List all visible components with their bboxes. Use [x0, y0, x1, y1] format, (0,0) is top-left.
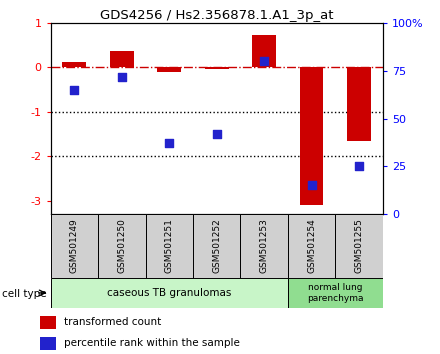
Point [71, 87, 78, 93]
Bar [288, 278, 383, 308]
Text: GSM501253: GSM501253 [260, 218, 269, 274]
Point [260, 58, 268, 64]
Bar [62, 62, 86, 68]
Text: GSM501254: GSM501254 [307, 219, 316, 273]
Text: cell type: cell type [2, 290, 47, 299]
Point [213, 131, 220, 137]
Bar [40, 316, 55, 329]
Text: caseous TB granulomas: caseous TB granulomas [107, 288, 231, 298]
Bar [288, 214, 335, 278]
Bar [110, 51, 134, 68]
Bar [51, 214, 98, 278]
Text: transformed count: transformed count [64, 317, 161, 327]
Title: GDS4256 / Hs2.356878.1.A1_3p_at: GDS4256 / Hs2.356878.1.A1_3p_at [100, 9, 334, 22]
Text: GSM501251: GSM501251 [165, 218, 174, 274]
Text: normal lung
parenchyma: normal lung parenchyma [307, 283, 363, 303]
Bar [193, 214, 240, 278]
Bar [252, 35, 276, 68]
Point [356, 164, 363, 169]
Text: percentile rank within the sample: percentile rank within the sample [64, 338, 239, 348]
Bar [158, 68, 181, 72]
Bar [205, 68, 228, 69]
Bar [146, 214, 193, 278]
Bar [240, 214, 288, 278]
Bar [300, 68, 323, 205]
Bar [98, 214, 146, 278]
Point [308, 183, 315, 188]
Point [118, 74, 125, 79]
Bar [40, 337, 55, 350]
Text: GSM501252: GSM501252 [212, 219, 221, 273]
Point [166, 141, 173, 146]
Text: GSM501255: GSM501255 [355, 218, 363, 274]
Bar [335, 214, 383, 278]
Text: GSM501250: GSM501250 [117, 218, 126, 274]
Bar [51, 278, 288, 308]
Text: GSM501249: GSM501249 [70, 219, 79, 273]
Bar [347, 68, 371, 141]
